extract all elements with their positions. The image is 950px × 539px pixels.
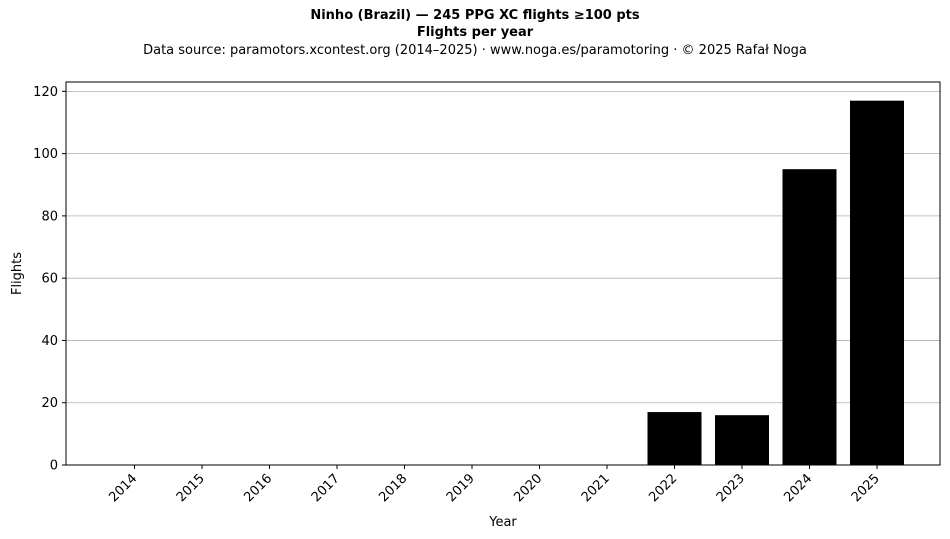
plot-frame	[65, 81, 941, 466]
x-tick-label: 2022	[646, 471, 680, 505]
x-axis-label: Year	[488, 515, 517, 530]
x-tick-label: 2014	[106, 471, 140, 505]
chart-title: Ninho (Brazil) — 245 PPG XC flights ≥100…	[310, 8, 640, 23]
y-tick-label: 20	[41, 396, 58, 411]
y-axis-label: Flights	[10, 252, 25, 295]
y-tick-label: 40	[41, 334, 58, 349]
x-tick-label: 2021	[579, 471, 613, 505]
x-tick-label: 2017	[309, 471, 343, 505]
x-tick-label: 2018	[376, 471, 410, 505]
x-tick-label: 2020	[511, 471, 545, 505]
y-tick-label: 60	[41, 272, 58, 287]
bar-2025	[850, 100, 904, 466]
x-tick-label: 2019	[444, 471, 478, 505]
bars	[647, 100, 904, 466]
x-axis: 2014 2015 2016 2017 2018 2019 2020 2021 2022 2023…	[106, 465, 883, 505]
y-tick-label: 120	[33, 85, 58, 100]
x-tick-label: 2024	[781, 471, 815, 505]
bar-2024	[782, 169, 837, 465]
y-axis: 0 20 40 60 80 100 120	[33, 85, 66, 474]
y-tick-label: 80	[41, 209, 58, 224]
x-tick-label: 2023	[714, 471, 748, 505]
chart-subtitle: Flights per year	[416, 25, 534, 40]
x-tick-label: 2016	[241, 471, 275, 505]
y-tick-label: 0	[50, 459, 58, 474]
y-tick-label: 100	[33, 147, 58, 162]
bar-2023	[715, 415, 769, 465]
bar-2022	[647, 412, 702, 465]
x-tick-label: 2015	[174, 471, 208, 505]
data-source-note: Data source: paramotors.xcontest.org (20…	[143, 43, 807, 58]
x-tick-label: 2025	[849, 471, 883, 505]
